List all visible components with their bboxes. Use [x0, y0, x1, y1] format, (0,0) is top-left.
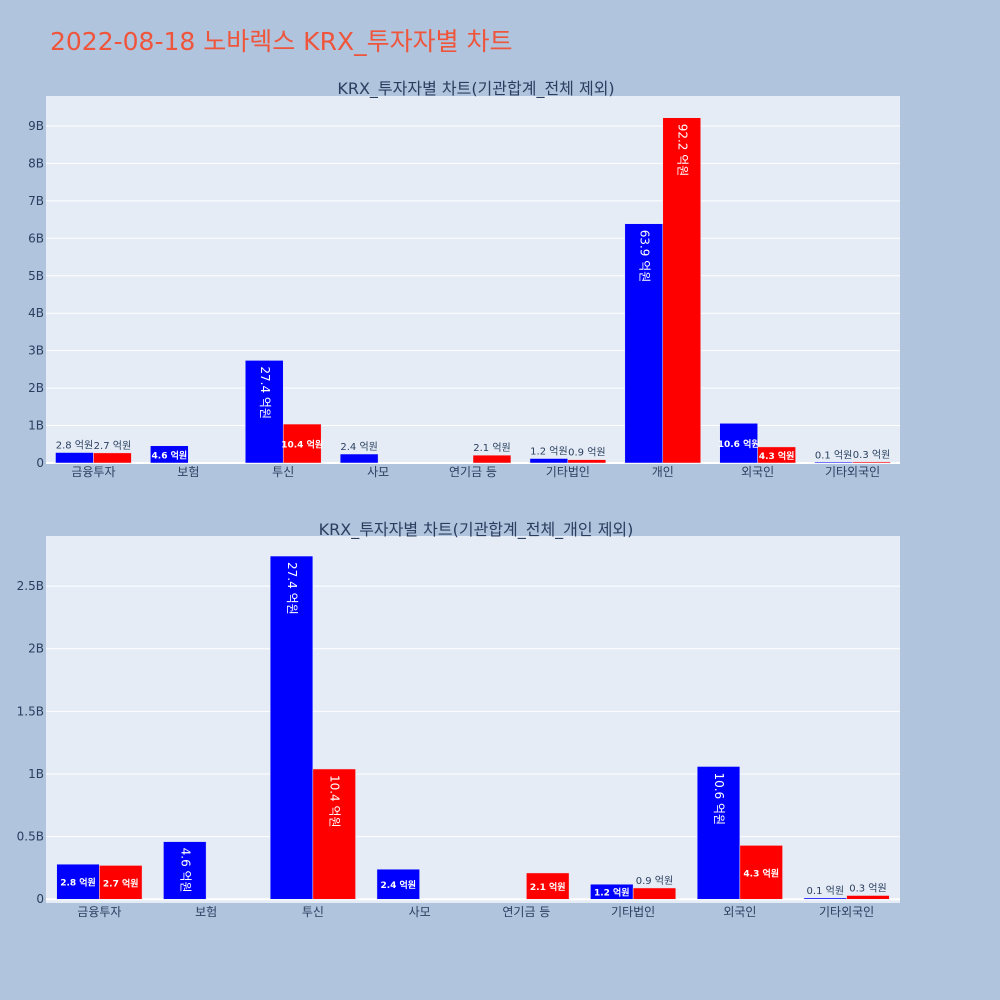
data-label: 1.2 억원 [530, 446, 567, 458]
bar[interactable] [696, 766, 741, 900]
plot-area [46, 96, 900, 463]
x-tick-label: 기타외국인 [825, 465, 880, 479]
bar[interactable] [662, 117, 701, 464]
bar[interactable] [339, 453, 379, 464]
bar[interactable] [55, 452, 94, 464]
data-label: 4.6 억원 [152, 449, 188, 461]
x-tick-label: 연기금 등 [449, 465, 497, 479]
bar[interactable] [803, 897, 847, 900]
bar[interactable] [312, 768, 356, 900]
x-tick-label: 기타법인 [546, 465, 590, 479]
x-tick-label: 사모 [367, 465, 389, 479]
data-label: 0.9 억원 [636, 875, 673, 887]
y-tick-label: 2B [28, 381, 44, 395]
bar[interactable] [163, 841, 207, 900]
y-tick-label: 5B [28, 269, 44, 283]
x-tick-label: 기타법인 [611, 905, 655, 919]
data-label: 4.3 억원 [743, 867, 779, 879]
data-label: 2.1 억원 [530, 881, 566, 893]
x-tick-label: 기타외국인 [819, 905, 874, 919]
x-tick-label: 보험 [195, 905, 217, 919]
bar[interactable] [757, 446, 796, 464]
x-tick-label: 투신 [272, 465, 294, 479]
x-tick-label: 금융투자 [77, 905, 121, 919]
data-label: 2.4 억원 [340, 441, 377, 453]
data-label: 0.3 억원 [853, 449, 890, 461]
chart-title: KRX_투자자별 차트(기관합계_전체_개인 제외) [319, 520, 634, 540]
y-tick-label: 8B [28, 156, 44, 170]
data-label: 0.3 억원 [849, 882, 886, 894]
bar[interactable] [739, 845, 783, 900]
data-label: 10.6 억원 [712, 772, 726, 825]
x-tick-label: 외국인 [741, 465, 774, 479]
bar[interactable] [814, 461, 853, 464]
y-tick-label: 0 [36, 456, 44, 470]
bar[interactable] [632, 887, 677, 900]
data-label: 1.2 억원 [594, 887, 630, 899]
y-tick-label: 9B [28, 119, 44, 133]
y-tick-label: 2.5B [17, 579, 44, 593]
bar[interactable] [624, 223, 664, 464]
bar[interactable] [852, 461, 891, 464]
data-label: 4.6 억원 [178, 848, 192, 893]
chart-title: KRX_투자자별 차트(기관합계_전체 제외) [337, 79, 614, 99]
y-tick-label: 2B [28, 642, 44, 656]
y-tick-label: 3B [28, 344, 44, 358]
bar[interactable] [245, 360, 284, 464]
bar[interactable] [376, 868, 420, 900]
y-tick-label: 1B [28, 419, 44, 433]
y-tick-label: 7B [28, 194, 44, 208]
chart-investor-all: 0 1B 2B 3B 4B 5B 6B 7B 8B 9B KRX_투자자별 차트(기관합계_전체 제… [28, 79, 900, 479]
y-tick-label: 4B [28, 306, 44, 320]
data-label: 0.9 억원 [568, 447, 605, 459]
data-label: 0.1 억원 [815, 450, 852, 462]
bar[interactable] [719, 423, 758, 464]
data-label: 2.1 억원 [473, 442, 510, 454]
bar[interactable] [93, 452, 132, 464]
x-tick-label: 보험 [177, 465, 199, 479]
bar[interactable] [269, 555, 314, 900]
bar[interactable] [526, 872, 570, 900]
y-tick-label: 6B [28, 231, 44, 245]
data-label: 2.8 억원 [56, 440, 93, 452]
page-title: 2022-08-18 노바렉스 KRX_투자자별 차트 [50, 27, 513, 56]
bar[interactable] [150, 445, 189, 464]
x-tick-label: 투신 [302, 905, 324, 919]
bar[interactable] [567, 459, 607, 464]
data-label: 10.4 억원 [281, 439, 323, 451]
bar[interactable] [56, 863, 100, 900]
data-label: 27.4 억원 [285, 562, 299, 615]
y-tick-label: 0.5B [17, 830, 44, 844]
bar[interactable] [846, 895, 890, 900]
x-tick-label: 금융투자 [71, 465, 115, 479]
data-label: 4.3 억원 [759, 450, 795, 462]
bar[interactable] [529, 458, 569, 464]
y-tick-label: 1B [28, 767, 44, 781]
bar[interactable] [472, 454, 512, 464]
data-label: 27.4 억원 [258, 366, 272, 419]
data-label: 2.7 억원 [103, 877, 139, 889]
x-tick-label: 개인 [652, 465, 674, 479]
data-label: 92.2 억원 [675, 124, 689, 177]
data-label: 10.6 억원 [718, 438, 760, 450]
chart-investor-excl-individual: 0 0.5B 1B 1.5B 2B 2.5B KRX_투자자별 차트(기관합계_전체_개인 … [17, 520, 900, 919]
data-label: 0.1 억원 [807, 885, 844, 897]
data-label: 10.4 억원 [328, 775, 342, 828]
x-tick-label: 사모 [409, 905, 431, 919]
data-label: 63.9 억원 [637, 230, 651, 283]
y-tick-label: 0 [36, 892, 44, 906]
bar[interactable] [282, 423, 322, 464]
data-label: 2.4 억원 [380, 879, 416, 891]
x-tick-label: 연기금 등 [502, 905, 550, 919]
x-tick-label: 외국인 [723, 905, 756, 919]
data-label: 2.7 억원 [94, 440, 131, 452]
bar[interactable] [99, 865, 143, 900]
data-label: 2.8 억원 [60, 877, 96, 889]
y-tick-label: 1.5B [17, 704, 44, 718]
